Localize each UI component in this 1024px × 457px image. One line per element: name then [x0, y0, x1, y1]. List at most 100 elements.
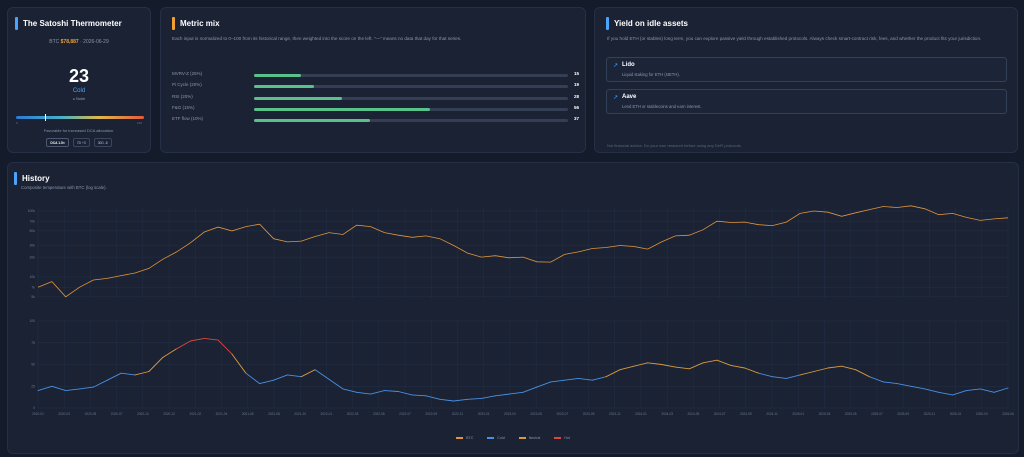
metric-row: MVRV-Z (25%) 15 — [172, 71, 582, 81]
temperature-segment — [799, 371, 815, 376]
temperature-segment — [827, 365, 843, 369]
temperature-segment — [938, 391, 954, 396]
metric-name: Pi Cycle (20%) — [172, 82, 202, 87]
x-tick-label: 2026-01 — [950, 412, 962, 416]
x-tick-label: 2023-11 — [609, 412, 621, 416]
x-tick-label: 2021-04 — [216, 412, 228, 416]
x-tick-label: 2023-01 — [478, 412, 490, 416]
temperature-segment — [550, 379, 566, 383]
temperature-segment — [591, 376, 607, 381]
temperature-segment — [952, 390, 967, 396]
temperature-segment — [425, 395, 441, 400]
x-tick-label: 2023-03 — [504, 412, 516, 416]
metric-name: RSI (20%) — [172, 94, 193, 99]
temperature-segment — [758, 372, 773, 378]
dca-advice: Favorable for increased DCA allocation. — [43, 128, 115, 133]
temperature-segment — [134, 371, 150, 376]
x-tick-label: 2021-06 — [242, 412, 254, 416]
price-separator: · — [80, 39, 82, 45]
x-tick-label: 2020-03 — [58, 412, 70, 416]
metric-value: 56 — [574, 105, 580, 110]
thermometer-accent-bar — [15, 17, 18, 30]
aave-link[interactable]: ↗ Aave Lend ETH or stablecoins and earn … — [606, 89, 1007, 114]
metric-bar-track — [254, 119, 568, 122]
metric-bar-fill — [254, 74, 302, 77]
metric-bar-track — [254, 97, 568, 100]
temperature-segment — [217, 339, 233, 355]
temperature-segment — [148, 357, 164, 372]
temperature-segment — [480, 395, 496, 399]
temperature-gauge — [16, 116, 144, 119]
temperature-segment — [314, 369, 330, 380]
metric-row: RSI (20%) 28 — [172, 94, 582, 104]
temperature-segment — [730, 364, 746, 369]
lido-name: Lido — [622, 62, 635, 68]
legend-label: Cold — [497, 436, 505, 440]
metric-name: F&G (15%) — [172, 105, 195, 110]
stat-chips: DCA 1.5× 7D +3 30D -8 — [8, 138, 150, 147]
temperature-segment — [868, 376, 884, 383]
x-tick-label: 2022-11 — [452, 412, 464, 416]
price-tick-label: 7k — [31, 285, 35, 289]
x-tick-label: 2020-12 — [163, 412, 175, 416]
external-link-icon: ↗ — [613, 95, 619, 101]
x-tick-label: 2022-09 — [425, 412, 437, 416]
x-tick-label: 2025-03 — [819, 412, 831, 416]
x-tick-label: 2023-09 — [583, 412, 595, 416]
temperature-label: Cold — [72, 88, 86, 94]
legend-item: Hot — [554, 436, 570, 440]
metric-mix-description: Each input is normalized to 0–100 from i… — [172, 36, 462, 41]
history-card: History Composite temperature with BTC (… — [7, 162, 1019, 454]
legend-item: Neutral — [518, 436, 541, 440]
gauge-marker — [45, 114, 47, 121]
thermometer-card: The Satoshi Thermometer BTC $78,887 · 20… — [7, 7, 151, 153]
x-tick-label: 2022-03 — [347, 412, 359, 416]
x-tick-label: 2024-03 — [661, 412, 673, 416]
history-chart: 2020-01 2020-03 2020-05 2020-07 2020-10 2020-… — [28, 205, 1014, 416]
temperature-segment — [37, 385, 53, 392]
temperature-segment — [203, 337, 219, 341]
x-tick-label: 2020-07 — [111, 412, 123, 416]
aave-description: Lend ETH or stablecoins and earn interes… — [622, 104, 702, 109]
x-tick-label: 2023-07 — [556, 412, 568, 416]
temperature-segment — [910, 385, 926, 390]
temperature-segment — [619, 365, 635, 371]
aave-name: Aave — [622, 94, 637, 100]
metric-value: 19 — [574, 82, 580, 87]
temperature-segment — [841, 365, 857, 371]
price-tick-label: 5k — [31, 295, 35, 299]
temperature-segment — [896, 383, 912, 387]
temperature-segment — [855, 369, 870, 378]
temperature-segment — [536, 381, 552, 388]
temperature-segment — [785, 374, 801, 379]
external-link-icon: ↗ — [613, 63, 619, 69]
metric-value: 37 — [574, 116, 580, 121]
history-accent-bar — [14, 172, 17, 185]
temperature-segment — [577, 377, 593, 381]
temperature-segment — [79, 386, 94, 390]
history-title: History — [22, 174, 50, 183]
metric-bar-track — [254, 85, 568, 88]
thermometer-title: The Satoshi Thermometer — [23, 19, 122, 28]
metric-name: MVRV-Z (25%) — [172, 71, 203, 76]
temperature-segment — [439, 398, 455, 402]
metric-bar-track — [254, 108, 568, 111]
temperature-segment — [965, 388, 981, 392]
legend-swatch — [554, 437, 562, 439]
x-tick-label: 2021-02 — [189, 412, 201, 416]
yield-title: Yield on idle assets — [614, 19, 688, 28]
metric-name: ETF flow (10%) — [172, 116, 204, 121]
x-tick-label: 2024-07 — [714, 412, 726, 416]
temperature-segment — [120, 372, 136, 376]
legend-label: Neutral — [528, 436, 541, 440]
price-tick-label: 100k — [28, 209, 36, 213]
metric-bar-fill — [254, 97, 342, 100]
metric-row: Pi Cycle (20%) 19 — [172, 82, 582, 92]
metric-row: ETF flow (10%) 37 — [172, 116, 582, 126]
lido-link[interactable]: ↗ Lido Liquid staking for ETH (stETH). — [606, 57, 1007, 82]
temperature-segment — [564, 377, 579, 381]
temperature-segment — [106, 372, 122, 381]
temperature-segment — [356, 391, 372, 395]
temperature-segment — [688, 362, 704, 370]
temperature-segment — [771, 376, 787, 379]
